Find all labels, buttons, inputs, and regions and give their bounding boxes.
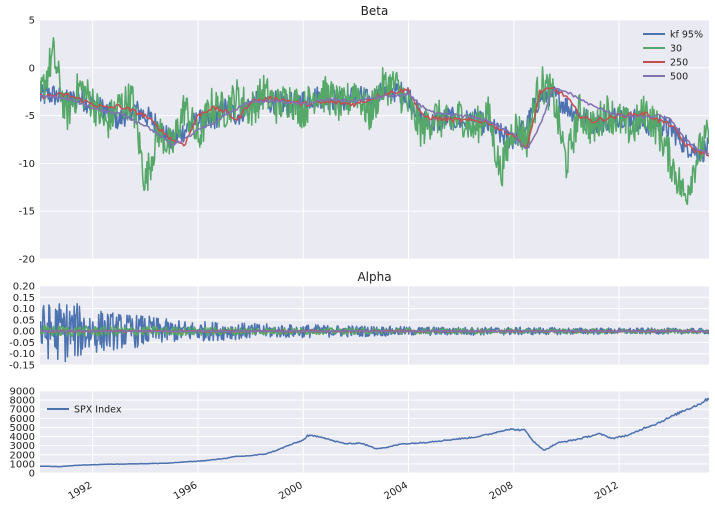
- panel-spx: 9000800070006000500040003000200010000199…: [10, 387, 709, 502]
- y-tick-label: 9000: [10, 387, 35, 398]
- y-tick-label: 2000: [10, 450, 35, 461]
- legend-label: 500: [670, 72, 688, 83]
- x-tick-label: 1992: [67, 480, 95, 502]
- x-tick-label: 2004: [382, 480, 410, 502]
- legend: SPX Index: [47, 405, 122, 416]
- panel-beta: 5 0 -5 -10 -15 -20 Beta kf 95% 30 250 500: [19, 4, 709, 266]
- y-tick-label: -0.10: [9, 349, 35, 360]
- series-line-spx-index: [40, 397, 709, 468]
- legend: kf 95% 30 250 500: [643, 30, 703, 83]
- y-tick-label: 0: [29, 469, 35, 480]
- y-tick-label: 1000: [10, 459, 35, 470]
- y-tick-label: -5: [25, 111, 35, 122]
- y-tick-label: -15: [19, 207, 35, 218]
- y-tick-label: 8000: [10, 396, 35, 407]
- legend-label: SPX Index: [74, 405, 122, 416]
- y-tick-label: -10: [19, 159, 35, 170]
- plot-background: [40, 20, 709, 259]
- y-tick-label: 0.00: [13, 327, 35, 338]
- y-tick-label: -20: [19, 255, 35, 266]
- x-tick-label: 2008: [488, 480, 516, 502]
- y-tick-label: -0.15: [9, 361, 35, 372]
- legend-label: 250: [670, 58, 688, 69]
- y-tick-label: 5000: [10, 423, 35, 434]
- x-tick-label: 1996: [172, 480, 200, 502]
- y-tick-label: 5: [29, 16, 35, 27]
- series-line-color-1: [40, 325, 709, 337]
- legend-label: kf 95%: [670, 30, 703, 41]
- y-tick-label: 0.10: [13, 304, 35, 315]
- series-line-500: [40, 87, 709, 155]
- y-tick-label: 0.20: [13, 282, 35, 293]
- legend-label: 30: [670, 44, 682, 55]
- series-line-color-3: [40, 329, 709, 333]
- y-tick-label: -0.05: [9, 338, 35, 349]
- y-tick-label: 0: [29, 63, 35, 74]
- y-tick-label: 0.15: [13, 293, 35, 304]
- y-tick-label: 7000: [10, 405, 35, 416]
- x-tick-label: 2000: [277, 480, 305, 502]
- y-tick-label: 4000: [10, 432, 35, 443]
- chart-title: Beta: [361, 4, 389, 18]
- y-tick-label: 6000: [10, 414, 35, 425]
- chart-title: Alpha: [357, 270, 391, 284]
- y-tick-label: 0.05: [13, 315, 35, 326]
- series-line-30: [40, 37, 709, 206]
- panel-alpha: 0.200.150.100.050.00-0.05-0.10-0.15 Alpha: [9, 270, 709, 372]
- plot-background: [40, 391, 709, 473]
- series-line-color-0: [40, 302, 709, 363]
- x-tick-label: 2012: [593, 480, 621, 502]
- y-tick-label: 3000: [10, 441, 35, 452]
